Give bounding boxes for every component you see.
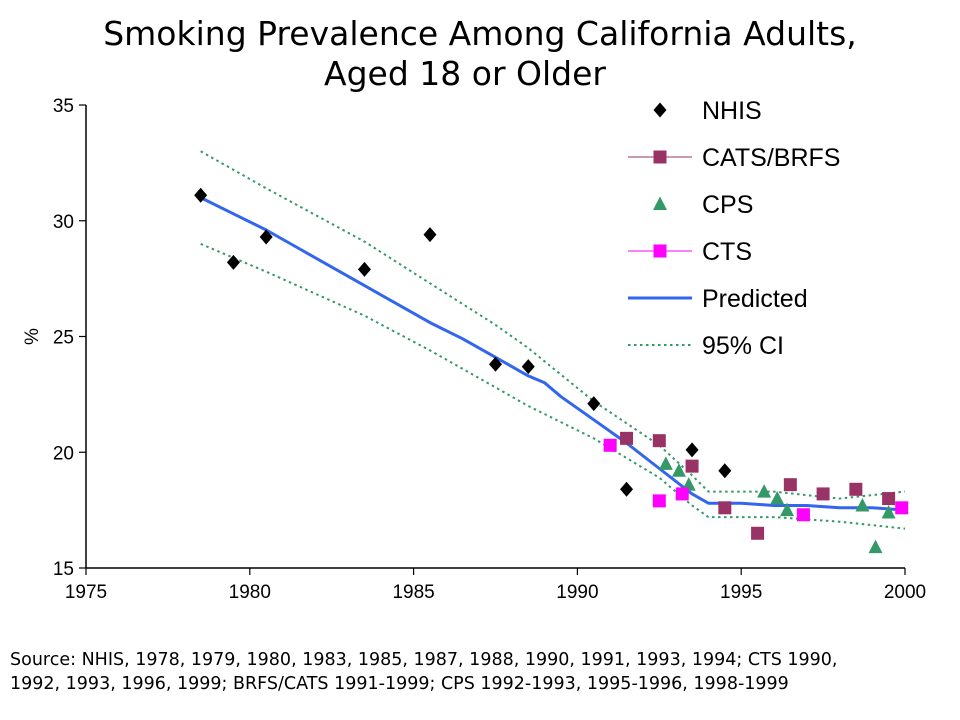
legend-label: NHIS <box>702 97 762 125</box>
chart-title-line-2: Aged 18 or Older <box>324 54 606 93</box>
nhis-point <box>357 261 371 277</box>
chart-title: Smoking Prevalence Among California Adul… <box>0 14 960 94</box>
cps-point <box>855 497 870 512</box>
y-axis-label: % <box>22 328 43 345</box>
cts-point <box>652 494 666 508</box>
cps-point <box>681 477 696 491</box>
chart-axes: 15 20 25 30 35 1975 1980 1985 1990 1995 2000% <box>22 96 926 603</box>
source-note-line-1: Source: NHIS, 1978, 1979, 1980, 1983, 19… <box>10 650 838 670</box>
predicted-line <box>200 196 906 512</box>
x-tick-label: 1985 <box>392 582 434 603</box>
source-note-line-2: 1992, 1993, 1996, 1999; BRFS/CATS 1991-1… <box>10 674 789 694</box>
nhis-point <box>718 463 732 479</box>
legend-swatch-marker <box>653 244 667 258</box>
cats-brfs-point <box>652 434 666 448</box>
cats-brfs-point <box>849 482 863 496</box>
legend-label: CATS/BRFS <box>702 144 840 172</box>
cps-point <box>658 456 673 470</box>
chart-legend: NHIS CATS/BRFS CPS CTS Predicted 95% CI <box>628 97 840 360</box>
x-tick-label: 1975 <box>65 582 107 603</box>
series-nhis <box>194 187 732 497</box>
cts-point <box>895 501 909 515</box>
x-tick-label: 1990 <box>556 582 598 603</box>
y-tick-label: 30 <box>53 212 74 233</box>
nhis-point <box>259 229 273 245</box>
legend-item-nhis: NHIS <box>653 97 762 125</box>
cats-brfs-point <box>620 431 634 445</box>
cats-brfs-point <box>685 459 699 473</box>
cats-brfs-point <box>751 526 765 540</box>
nhis-point <box>194 187 208 203</box>
nhis-point <box>521 359 535 375</box>
legend-swatch-marker <box>653 150 667 164</box>
legend-item-95-ci: 95% CI <box>628 332 784 360</box>
cats-brfs-point <box>783 478 797 492</box>
nhis-point <box>226 254 240 270</box>
95-ci-line <box>200 150 906 500</box>
cps-point <box>757 484 772 498</box>
x-tick-label: 1995 <box>720 582 762 603</box>
series-ci-lower <box>200 242 906 530</box>
cts-point <box>675 487 689 501</box>
legend-swatch-marker <box>653 196 667 210</box>
cats-brfs-point <box>882 492 896 506</box>
cts-point <box>796 508 810 522</box>
nhis-point <box>685 442 699 458</box>
legend-label: CTS <box>702 238 752 266</box>
chart-title-line-1: Smoking Prevalence Among California Adul… <box>103 14 857 53</box>
series-cps <box>658 456 896 554</box>
cats-brfs-point <box>816 487 830 501</box>
series-cts <box>603 438 909 522</box>
cps-point <box>881 504 896 519</box>
y-tick-label: 20 <box>53 443 74 464</box>
chart-plot: 15 20 25 30 35 1975 1980 1985 1990 1995 2000% NHIS… <box>22 96 926 603</box>
nhis-point <box>587 396 601 412</box>
cps-point <box>868 539 883 554</box>
legend-label: CPS <box>702 191 753 219</box>
cps-point <box>671 463 686 477</box>
y-tick-label: 15 <box>53 559 74 580</box>
series-predicted <box>200 196 906 512</box>
nhis-point <box>489 356 502 372</box>
nhis-point <box>620 481 634 497</box>
legend-item-cts: CTS <box>628 238 752 266</box>
cts-point <box>603 438 617 452</box>
legend-label: Predicted <box>702 285 808 313</box>
x-tick-label: 1980 <box>229 582 271 603</box>
legend-item-cps: CPS <box>653 191 753 219</box>
source-note: Source: NHIS, 1978, 1979, 1980, 1983, 19… <box>10 648 950 696</box>
x-tick-label: 2000 <box>884 582 926 603</box>
cps-point <box>770 491 785 505</box>
series-95-ci <box>200 150 906 500</box>
nhis-point <box>423 227 437 243</box>
cps-point <box>780 502 795 517</box>
legend-item-predicted: Predicted <box>628 285 808 313</box>
y-tick-label: 25 <box>53 328 74 349</box>
series-cats-brfs <box>620 431 896 540</box>
legend-swatch-marker <box>653 102 667 118</box>
cats-brfs-point <box>718 501 732 515</box>
legend-item-cats-brfs: CATS/BRFS <box>628 144 840 172</box>
chart-series-layer <box>194 150 909 554</box>
y-tick-label: 35 <box>53 96 74 117</box>
ci-lower-line <box>200 242 906 530</box>
legend-label: 95% CI <box>702 332 784 360</box>
